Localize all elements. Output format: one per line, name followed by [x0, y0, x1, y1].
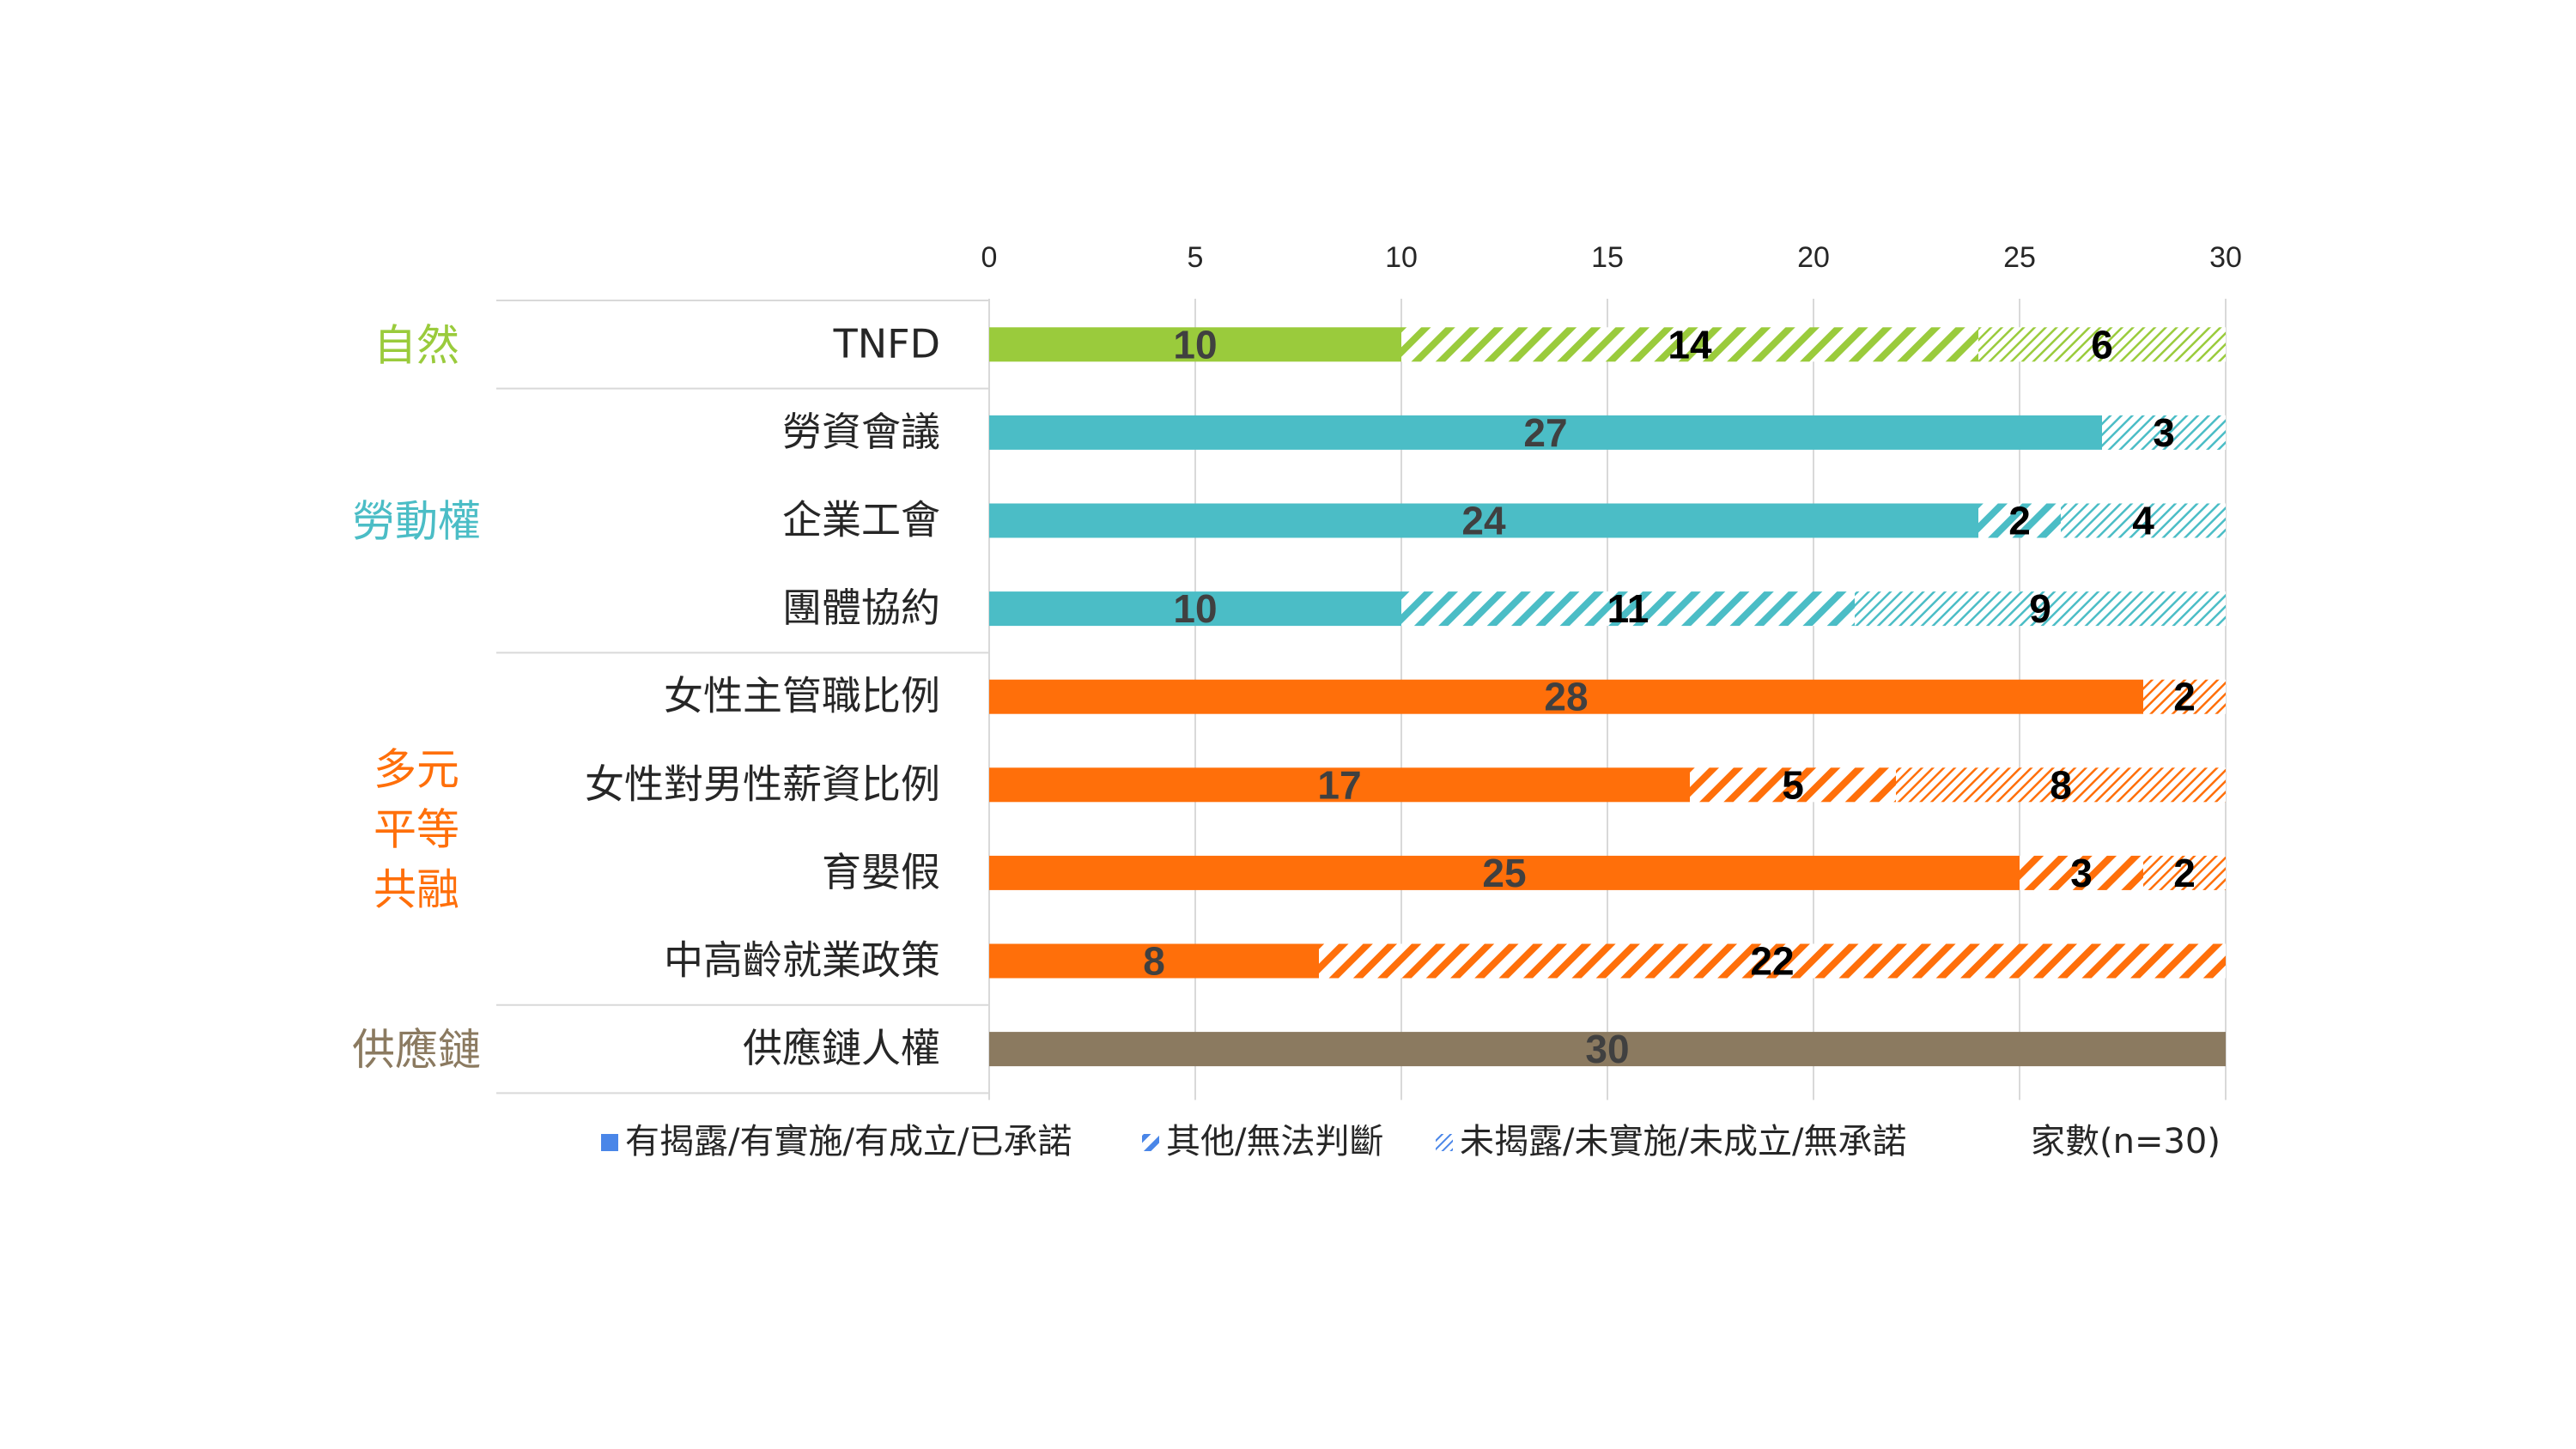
bar-segment: [989, 1032, 2226, 1067]
bar-segment: [1690, 767, 1896, 803]
x-tick-label: 15: [1591, 241, 1624, 274]
bar-segment: [2020, 855, 2143, 890]
data-label: 10: [1173, 322, 1217, 367]
category-label: 企業工會: [782, 497, 940, 543]
data-label: 2: [2173, 851, 2196, 895]
data-label: 14: [1668, 322, 1712, 367]
category-label: 女性對男性薪資比例: [585, 761, 940, 807]
bar-segment: [2143, 679, 2226, 714]
data-label: 24: [1461, 499, 1506, 543]
data-label: 11: [1607, 586, 1649, 631]
bar-segment: [1896, 767, 2226, 803]
data-label: 30: [1585, 1027, 1629, 1071]
legend-swatch: [601, 1134, 618, 1151]
note-label: 家數(n=30): [2031, 1122, 2221, 1161]
legend: 有揭露/有實施/有成立/已承諾 其他/無法判斷 未揭露/未實施/未成立/無承諾 家數(…: [601, 1122, 2221, 1161]
bar-segment: [1401, 327, 1978, 362]
x-tick-label: 25: [2003, 241, 2036, 274]
category-label: 女性主管職比例: [664, 673, 940, 719]
bar-segment: [989, 855, 2020, 890]
data-label: 25: [1482, 851, 1526, 895]
legend-label: 未揭露/未實施/未成立/無承諾: [1460, 1122, 1906, 1161]
legend-label: 其他/無法判斷: [1166, 1122, 1383, 1161]
data-label: 4: [2132, 499, 2154, 543]
data-label: 2: [2008, 499, 2031, 543]
data-label: 9: [2029, 586, 2051, 631]
category-table: TNFD 勞資會議企業工會團體協約女性主管職比例女性對男性薪資比例育嬰假中高齡就業…: [352, 299, 990, 1094]
group-label: 多元: [374, 745, 459, 795]
category-label: 勞資會議: [782, 409, 940, 455]
data-label: 6: [2091, 322, 2113, 367]
data-label: 28: [1544, 675, 1588, 719]
group-label: 平等: [374, 805, 459, 855]
bar-segment: [1978, 503, 2061, 538]
x-axis-ticks: 0 5 10 15 20 25 30: [981, 241, 2242, 274]
data-label: 8: [1143, 939, 1165, 984]
legend-label: 有揭露/有實施/有成立/已承諾: [625, 1122, 1072, 1161]
category-label: 育嬰假: [822, 849, 940, 895]
data-label: 2: [2173, 675, 2196, 719]
x-tick-label: 5: [1188, 241, 1204, 274]
data-label: 17: [1317, 762, 1361, 807]
group-label: 勞動權: [352, 497, 481, 547]
x-tick-label: 0: [981, 241, 998, 274]
bar-segment: [989, 591, 1401, 627]
bars: [989, 327, 2226, 1067]
bar-segment: [989, 503, 1978, 538]
group-label: 自然: [374, 320, 459, 370]
data-label: 27: [1523, 410, 1567, 455]
data-label: 8: [2050, 762, 2072, 807]
group-label: 供應鏈: [352, 1025, 481, 1075]
category-label: TNFD: [833, 320, 940, 367]
bar-segment: [989, 767, 1690, 803]
bar-segment: [989, 679, 2143, 714]
x-tick-label: 30: [2209, 241, 2242, 274]
bar-segment: [989, 415, 2102, 450]
bar-segment: [2102, 415, 2226, 450]
data-label: 5: [1782, 762, 1804, 807]
bar-segment: [1319, 943, 2226, 979]
bar-segment: [2061, 503, 2226, 538]
category-label: 中高齡就業政策: [664, 937, 940, 984]
bar-segment: [1855, 591, 2226, 627]
group-label: 共融: [374, 865, 459, 915]
data-label: 3: [2070, 851, 2093, 895]
data-label: 3: [2153, 410, 2175, 455]
x-tick-label: 10: [1385, 241, 1418, 274]
legend-swatch: [1436, 1134, 1453, 1151]
bar-segment: [1978, 327, 2226, 362]
data-label: 22: [1750, 939, 1794, 984]
bar-segment: [989, 943, 1319, 979]
legend-swatch: [1142, 1134, 1159, 1151]
bar-segment: [2143, 855, 2226, 890]
bar-segment: [1401, 591, 1855, 627]
bar-segment: [989, 327, 1401, 362]
category-label: 供應鏈人權: [743, 1025, 940, 1071]
x-tick-label: 20: [1797, 241, 1830, 274]
data-label: 10: [1173, 586, 1217, 631]
category-label: 團體協約: [782, 585, 940, 631]
